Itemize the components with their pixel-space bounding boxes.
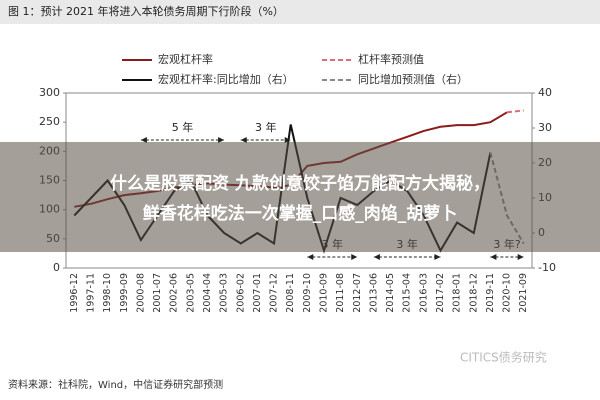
y-tick-label: 300 bbox=[39, 86, 60, 99]
x-tick-label: 2006-02 bbox=[235, 273, 246, 313]
chart-title: 图 1：预计 2021 年将进入本轮债务周期下行阶段（%） bbox=[8, 4, 284, 18]
x-tick-label: 2007-01 bbox=[252, 273, 263, 313]
legend-label: 宏观杠杆率:同比增加（右） bbox=[158, 72, 294, 86]
legend-label: 同比增加预测值（右） bbox=[358, 72, 468, 86]
x-tick-label: 2014-05 bbox=[385, 273, 396, 313]
legend-label: 宏观杠杆率 bbox=[158, 52, 213, 66]
x-tick-label: 2009-10 bbox=[302, 273, 313, 313]
source: 资料来源：社科院，Wind，中信证券研究部预测 bbox=[8, 378, 223, 391]
y2-tick-label: 40 bbox=[538, 86, 552, 99]
arrow-head bbox=[307, 254, 358, 260]
x-tick-label: 2012-07 bbox=[352, 273, 363, 313]
x-tick-label: 1998-10 bbox=[102, 273, 113, 313]
x-tick-label: 1997-11 bbox=[85, 273, 96, 313]
x-tick-label: 2002-06 bbox=[169, 273, 180, 313]
x-tick-label: 2017-02 bbox=[435, 273, 446, 313]
x-tick-label: 1996-12 bbox=[69, 273, 80, 313]
series-line bbox=[506, 109, 524, 114]
x-tick-label: 2003-05 bbox=[185, 273, 196, 313]
overlay-banner bbox=[0, 142, 600, 252]
x-tick-label: 2018-01 bbox=[452, 273, 463, 313]
annotation: 3 年 bbox=[255, 120, 277, 134]
y2-tick-label: 30 bbox=[538, 121, 552, 134]
y2-tick-label: -10 bbox=[538, 261, 556, 274]
watermark: CITICS债务研究 bbox=[460, 350, 547, 365]
x-tick-label: 2021-09 bbox=[518, 273, 529, 313]
x-tick-label: 2020-10 bbox=[502, 273, 513, 313]
overlay-text: 鲜香花样吃法一次掌握_口感_肉馅_胡萝卜 bbox=[143, 203, 458, 224]
x-tick-label: 2013-06 bbox=[368, 273, 379, 313]
title-bar bbox=[0, 0, 600, 24]
x-tick-label: 2018-12 bbox=[468, 273, 479, 313]
x-tick-label: 2007-12 bbox=[269, 273, 280, 313]
x-tick-label: 2010-09 bbox=[318, 273, 329, 313]
x-tick-label: 2015-04 bbox=[402, 273, 413, 313]
x-tick-label: 2005-03 bbox=[219, 273, 230, 313]
x-tick-label: 2016-03 bbox=[418, 273, 429, 313]
x-tick-label: 2004-04 bbox=[202, 273, 213, 313]
y-tick-label: 0 bbox=[53, 261, 60, 274]
y-tick-label: 250 bbox=[39, 115, 60, 128]
x-tick-label: 2008-11 bbox=[285, 273, 296, 313]
overlay-text: 什么是股票配资 九款创意饺子馅万能配方大揭秘， bbox=[110, 173, 490, 194]
x-tick-label: 2019-11 bbox=[485, 273, 496, 313]
x-tick-label: 1999-09 bbox=[119, 273, 130, 313]
x-tick-label: 2001-07 bbox=[152, 273, 163, 313]
x-tick-label: 2000-08 bbox=[135, 273, 146, 313]
x-tick-label: 2011-08 bbox=[335, 273, 346, 313]
annotation: 5 年 bbox=[172, 120, 194, 134]
legend-label: 杠杆率预测值 bbox=[358, 52, 424, 66]
